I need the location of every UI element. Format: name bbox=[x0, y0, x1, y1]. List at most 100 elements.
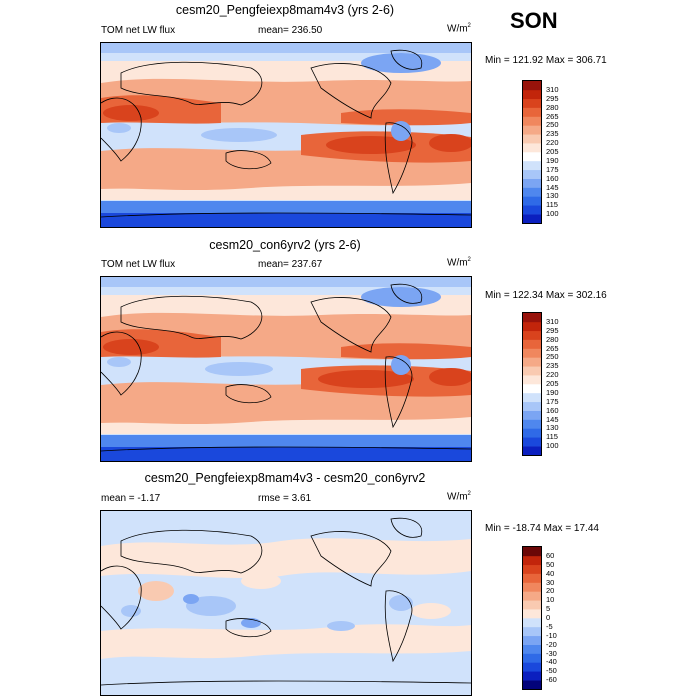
panel3-map bbox=[100, 510, 472, 696]
panel3-cool-spot-1 bbox=[186, 596, 236, 616]
panel3-colorbar-label: 20 bbox=[546, 586, 555, 596]
panel2-colorbar-swatch bbox=[523, 384, 541, 394]
panel2-colorbar-label: 175 bbox=[546, 396, 559, 406]
panel1-colorbar-swatch bbox=[523, 205, 541, 215]
panel3-cool-spot-5 bbox=[389, 595, 413, 611]
panel2-colorbar-swatch bbox=[523, 348, 541, 358]
panel3-colorbar-swatch bbox=[523, 564, 541, 574]
panel1-colorbar-label: 205 bbox=[546, 147, 559, 156]
panel2-map bbox=[100, 276, 472, 462]
panel3-colorbar-swatches bbox=[523, 547, 541, 690]
panel1-variable: TOM net LW flux bbox=[101, 25, 176, 36]
panel1-field bbox=[101, 43, 471, 227]
panel2-colorbar-swatch bbox=[523, 321, 541, 332]
panel2-arctic bbox=[101, 277, 471, 287]
panel2-colorbar-swatch bbox=[523, 419, 541, 429]
panel2-hot-pacific-north bbox=[341, 343, 471, 360]
panel2-mean: mean= 237.67 bbox=[258, 259, 323, 270]
panel2-greenland bbox=[361, 287, 441, 307]
panel2-colorbar-label: 130 bbox=[546, 423, 559, 433]
panel3-cool-spot-6 bbox=[327, 621, 355, 631]
panel3-colorbar-swatch bbox=[523, 582, 541, 592]
panel3-colorbar-swatch bbox=[523, 609, 541, 619]
panel3-colorbar-label: -40 bbox=[546, 657, 557, 667]
panel1-colorbar-swatch bbox=[523, 160, 541, 171]
panel2-colorbar-swatch bbox=[523, 366, 541, 376]
panel3-colorbar-swatch bbox=[523, 671, 541, 681]
panel1-colorbar-swatch bbox=[523, 187, 541, 197]
panel1-colorbar-box bbox=[522, 80, 542, 224]
panel2-cold-amazon bbox=[391, 355, 411, 375]
panel3-units: W/m2 bbox=[447, 491, 471, 503]
panel2-colorbar-swatch bbox=[523, 392, 541, 403]
panel3-warm-spot-1 bbox=[138, 581, 174, 601]
panel2-colorbar-label: 160 bbox=[546, 405, 559, 415]
panel1-colorbar-label: 295 bbox=[546, 93, 559, 103]
panel2-colorbar-label: 205 bbox=[546, 379, 559, 388]
panel3-colorbar-label: -5 bbox=[546, 621, 553, 631]
panel1-colorbar-swatch bbox=[523, 169, 541, 179]
panel1-colorbar-label: 250 bbox=[546, 120, 559, 130]
panel2-hotspot-spac bbox=[318, 370, 414, 388]
panel2-colorbar-label: 280 bbox=[546, 334, 559, 344]
panel1-colorbar-swatch bbox=[523, 152, 541, 162]
panel1-colorbar-swatch bbox=[523, 81, 541, 91]
panel1-arctic bbox=[101, 43, 471, 53]
panel2-colorbar-label: 310 bbox=[546, 316, 559, 326]
panel3-colorbar-swatch bbox=[523, 600, 541, 610]
panel3-warm-band-north bbox=[101, 538, 471, 579]
panel3-colorbar-label: 0 bbox=[546, 613, 551, 622]
panel3-mean: mean = -1.17 bbox=[101, 493, 161, 504]
panel1-title: cesm20_Pengfeiexp8mam4v3 (yrs 2-6) bbox=[175, 3, 395, 17]
panel3-colorbar-swatch bbox=[523, 547, 541, 557]
panel1-colorbar-swatch bbox=[523, 214, 541, 224]
panel2-minmax: Min = 122.34 Max = 302.16 bbox=[485, 290, 607, 301]
panel2-colorbar-swatch bbox=[523, 437, 541, 447]
panel2-title: cesm20_con6yrv2 (yrs 2-6) bbox=[209, 238, 361, 252]
panel1-colorbar-swatches bbox=[523, 81, 541, 224]
panel1-minmax: Min = 121.92 Max = 306.71 bbox=[485, 55, 607, 66]
panel1-colorbar-swatch bbox=[523, 116, 541, 126]
panel3-colorbar-label: -60 bbox=[546, 675, 557, 685]
panel2-cold-africa bbox=[107, 357, 131, 367]
panel3-colorbar-label: 5 bbox=[546, 604, 551, 614]
panel1-colorbar-label: 130 bbox=[546, 191, 559, 201]
panel1-colorbar-label: 220 bbox=[546, 138, 559, 148]
panel3-colorbar-box bbox=[522, 546, 542, 690]
panel1-colorbar-swatch bbox=[523, 89, 541, 100]
panel1-colorbar-label: 310 bbox=[546, 84, 559, 94]
panel2-colorbar-swatch bbox=[523, 410, 541, 420]
panel1-units: W/m2 bbox=[447, 23, 471, 35]
panel3-colorbar-swatch bbox=[523, 618, 541, 628]
panel2-colorbar-box bbox=[522, 312, 542, 456]
panel1-map bbox=[100, 42, 472, 228]
panel2-colorbar-label: 190 bbox=[546, 387, 559, 397]
panel3-colorbar-swatch bbox=[523, 591, 541, 601]
panel3-coastlines bbox=[101, 517, 471, 686]
panel3-colorbar-swatch bbox=[523, 662, 541, 672]
panel3-colorbar-label: 30 bbox=[546, 577, 555, 587]
panel1-colorbar-label: 280 bbox=[546, 102, 559, 112]
panel2-colorbar-swatch bbox=[523, 428, 541, 438]
panel1-cold-africa bbox=[107, 123, 131, 133]
season-label: SON bbox=[510, 8, 558, 33]
panel1-colorbar-label: 190 bbox=[546, 155, 559, 165]
panel1-colorbar-swatch bbox=[523, 134, 541, 144]
panel3-colorbar-label: -10 bbox=[546, 630, 557, 640]
panel2-hotspot-sahara bbox=[103, 339, 159, 355]
panel2-colorbar-swatches bbox=[523, 313, 541, 456]
panel1-colorbar-label: 145 bbox=[546, 182, 559, 192]
panel1-hot-pacific-north bbox=[341, 109, 471, 126]
panel1-colorbar-swatch bbox=[523, 107, 541, 117]
panel3-warm-band-south bbox=[101, 624, 471, 659]
panel2-colorbar-swatch bbox=[523, 401, 541, 411]
panel3-colorbar-label: -30 bbox=[546, 648, 557, 658]
panel2-units: W/m2 bbox=[447, 257, 471, 269]
panel1-colorbar-swatch bbox=[523, 143, 541, 153]
panel2-colorbar-label: 235 bbox=[546, 361, 559, 371]
panel1-hotspot-sahara bbox=[103, 105, 159, 121]
panel3-field bbox=[101, 511, 471, 695]
panel2-hotspot-satl bbox=[429, 368, 471, 386]
panel3-colorbar-label: -20 bbox=[546, 639, 557, 649]
panel1-colorbar-label: 265 bbox=[546, 111, 559, 121]
